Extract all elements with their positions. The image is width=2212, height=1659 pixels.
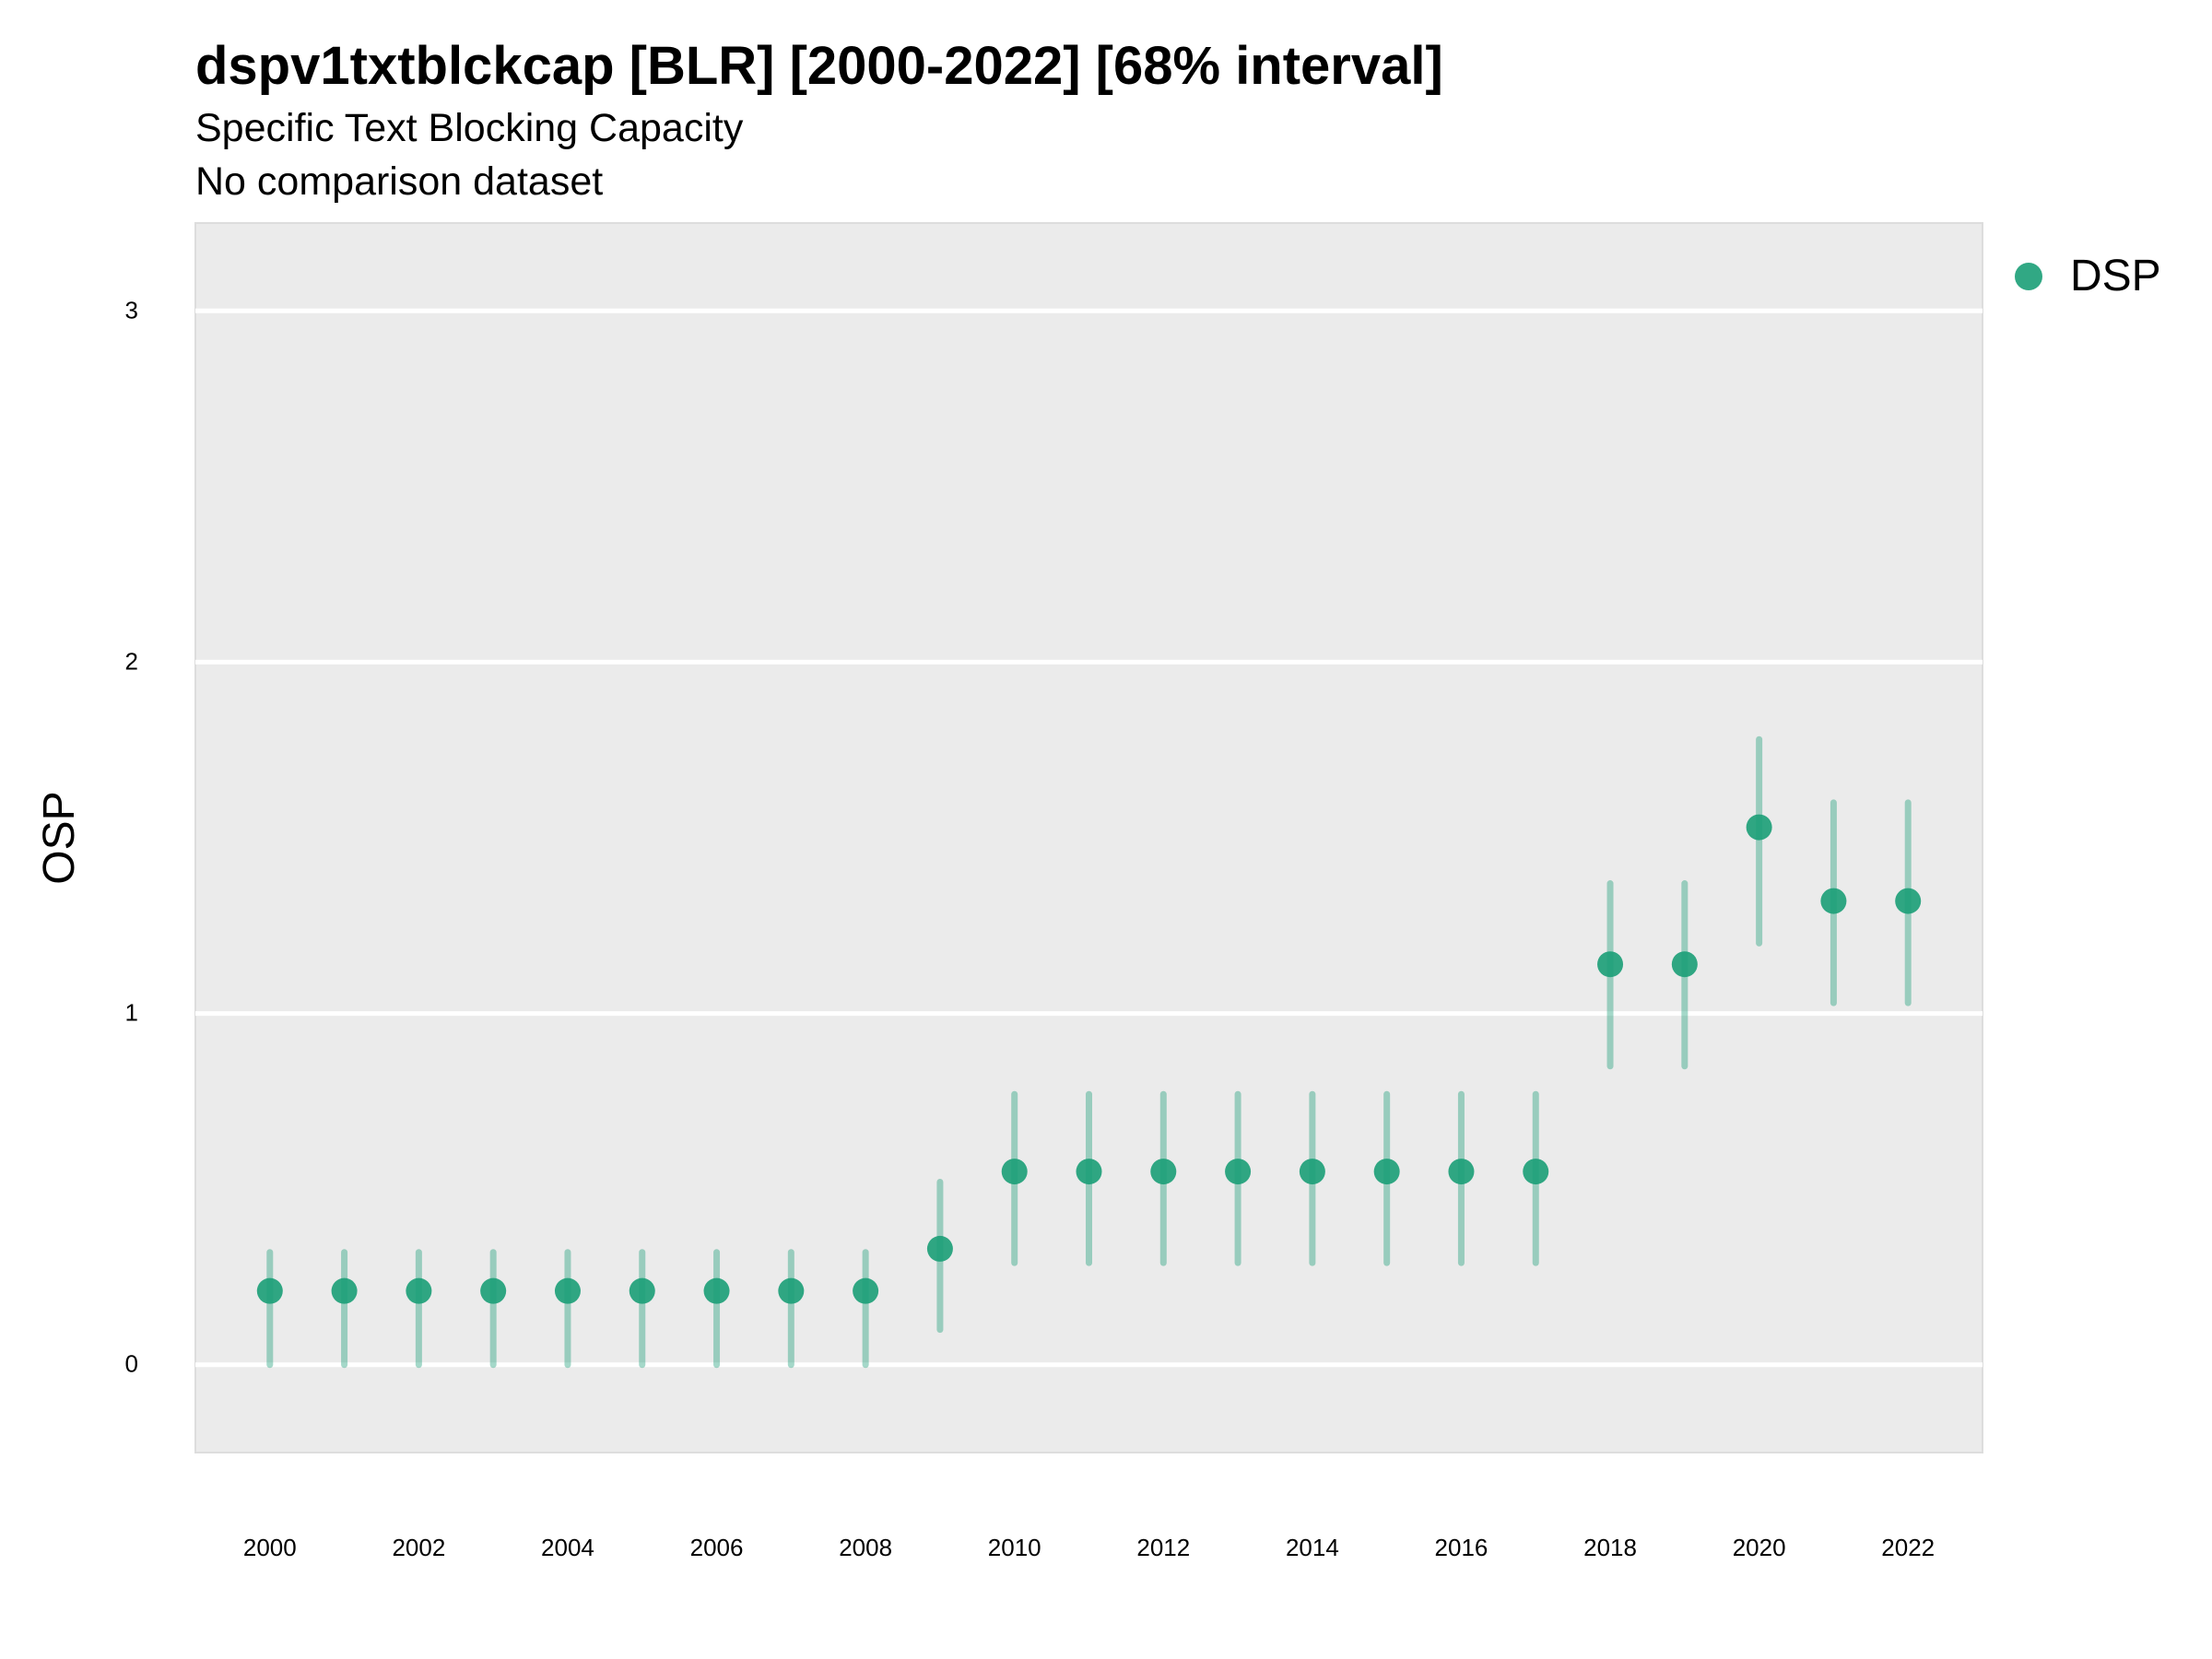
data-point (853, 1277, 879, 1304)
x-tick-label: 2016 (1435, 1534, 1488, 1561)
data-point (703, 1277, 730, 1304)
plot-panel (194, 222, 1983, 1453)
data-point (1373, 1159, 1400, 1185)
data-point (1597, 951, 1624, 978)
x-tick-label: 2002 (392, 1534, 445, 1561)
data-point (778, 1277, 805, 1304)
y-tick-label: 3 (125, 296, 138, 324)
chart-subtitle: Specific Text Blocking Capacity (195, 106, 744, 150)
y-axis-label: OSP (35, 791, 84, 884)
x-tick-label: 2010 (988, 1534, 1041, 1561)
y-axis-ticks: 0 1 2 3 (125, 296, 138, 1377)
data-point (1895, 888, 1922, 914)
x-tick-label: 2018 (1583, 1534, 1637, 1561)
x-tick-label: 2022 (1881, 1534, 1935, 1561)
chart-caption: No comparison dataset (195, 159, 604, 204)
data-point (1671, 951, 1698, 978)
data-point (406, 1277, 432, 1304)
data-point (480, 1277, 507, 1304)
data-point (331, 1277, 358, 1304)
x-tick-label: 2020 (1733, 1534, 1786, 1561)
x-tick-label: 2000 (243, 1534, 297, 1561)
x-tick-label: 2014 (1286, 1534, 1339, 1561)
data-points (256, 814, 1922, 1304)
y-tick-label: 1 (125, 999, 138, 1027)
x-tick-label: 2004 (541, 1534, 594, 1561)
x-axis-ticks: 2000 2002 2004 2006 2008 2010 2012 2014 2016 2018… (243, 1534, 1935, 1561)
data-point (554, 1277, 581, 1304)
y-grid (195, 308, 1983, 1368)
data-point (1746, 814, 1772, 841)
chart-title: dspv1txtblckcap [BLR] [2000-2022] [68% i… (195, 36, 1443, 96)
data-point (1001, 1159, 1028, 1185)
legend-key-dsp (2015, 262, 2042, 290)
legend-label-dsp: DSP (2070, 252, 2161, 300)
data-point (629, 1277, 655, 1304)
legend: DSP (2015, 251, 2161, 301)
data-point (1076, 1159, 1102, 1185)
data-point (256, 1277, 283, 1304)
x-tick-label: 2012 (1136, 1534, 1190, 1561)
data-point (1820, 888, 1847, 914)
y-tick-label: 0 (125, 1350, 138, 1378)
data-point (1523, 1159, 1549, 1185)
x-tick-label: 2008 (839, 1534, 892, 1561)
data-point (1225, 1159, 1252, 1185)
x-tick-label: 2006 (690, 1534, 744, 1561)
data-point (1150, 1159, 1177, 1185)
data-point (1299, 1159, 1325, 1185)
data-point (1448, 1159, 1475, 1185)
data-point (926, 1235, 953, 1262)
y-tick-label: 2 (125, 647, 138, 675)
